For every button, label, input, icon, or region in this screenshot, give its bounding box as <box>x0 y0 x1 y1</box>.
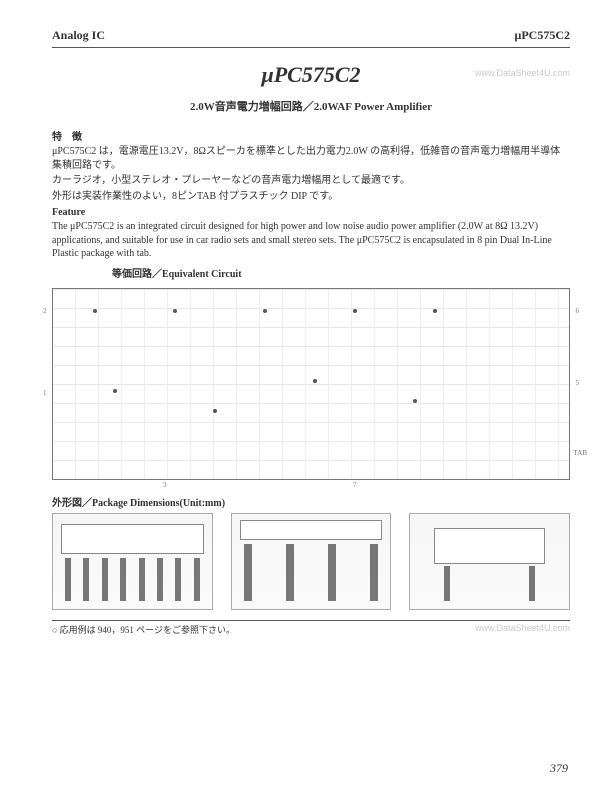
pin-label: 2 <box>43 307 47 315</box>
pin-label: 1 <box>43 389 47 397</box>
package-view-side <box>231 513 392 610</box>
pin-label: 6 <box>576 307 580 315</box>
paragraph-jp-3: 外形は実装作業性のよい，8ピンTAB 付プラスチック DIP です。 <box>52 190 570 204</box>
package-view-end <box>409 513 570 610</box>
paragraph-jp-2: カーラジオ，小型ステレオ・プレーヤーなどの音声電力増幅用として最適です。 <box>52 174 570 188</box>
top-rule <box>52 47 570 48</box>
pin-label: 7 <box>353 481 357 489</box>
footer-note: ○ 応用例は 940，951 ページをご参照下さい。 <box>52 623 235 636</box>
pin-label: 5 <box>576 379 580 387</box>
section-package-dimensions: 外形図／Package Dimensions(Unit:mm) <box>52 494 570 509</box>
package-view-top <box>52 513 213 610</box>
bottom-rule <box>52 620 570 621</box>
header-right: μPC575C2 <box>515 28 570 43</box>
paragraph-jp-1: μPC575C2 は，電源電圧13.2V，8Ωスピーカを標準とした出力電力2.0… <box>52 145 570 172</box>
section-equivalent-circuit: 等価回路／Equivalent Circuit <box>112 265 570 280</box>
section-feature-en: Feature <box>52 207 570 218</box>
pin-label: TAB <box>574 449 587 457</box>
section-features-jp: 特 徴 <box>52 128 570 143</box>
subtitle: 2.0W音声電力増幅回路／2.0WAF Power Amplifier <box>52 98 570 114</box>
page-number: 379 <box>550 761 568 776</box>
watermark-top: www.DataSheet4U.com <box>475 68 570 78</box>
watermark-bottom: www.DataSheet4U.com <box>475 623 570 636</box>
pin-label: 3 <box>163 481 167 489</box>
equivalent-circuit-schematic: 2 1 6 5 TAB 3 7 <box>52 288 570 480</box>
package-drawings <box>52 513 570 610</box>
header-left: Analog IC <box>52 28 105 43</box>
paragraph-en-1: The μPC575C2 is an integrated circuit de… <box>52 220 570 261</box>
